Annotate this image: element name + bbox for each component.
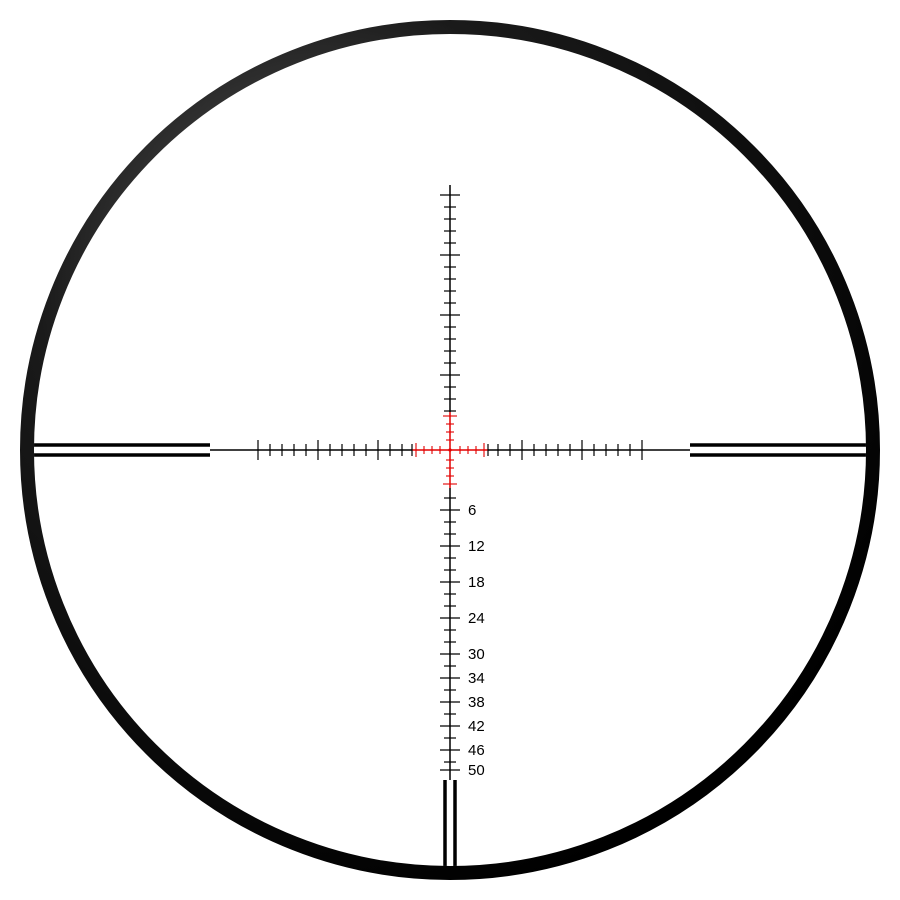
- range-label: 38: [468, 694, 485, 711]
- reticle-diagram: 6 12 18 24 30 34 38 42 46 50: [0, 0, 900, 900]
- range-label: 34: [468, 670, 485, 687]
- center-dot: [448, 448, 451, 451]
- range-label: 18: [468, 574, 485, 591]
- range-label: 42: [468, 718, 485, 735]
- range-label: 30: [468, 646, 485, 663]
- range-label: 6: [468, 502, 476, 519]
- range-label: 46: [468, 742, 485, 759]
- range-label: 12: [468, 538, 485, 555]
- range-label: 50: [468, 762, 485, 779]
- reticle-content: 6 12 18 24 30 34 38 42 46 50: [0, 185, 900, 900]
- range-label: 24: [468, 610, 485, 627]
